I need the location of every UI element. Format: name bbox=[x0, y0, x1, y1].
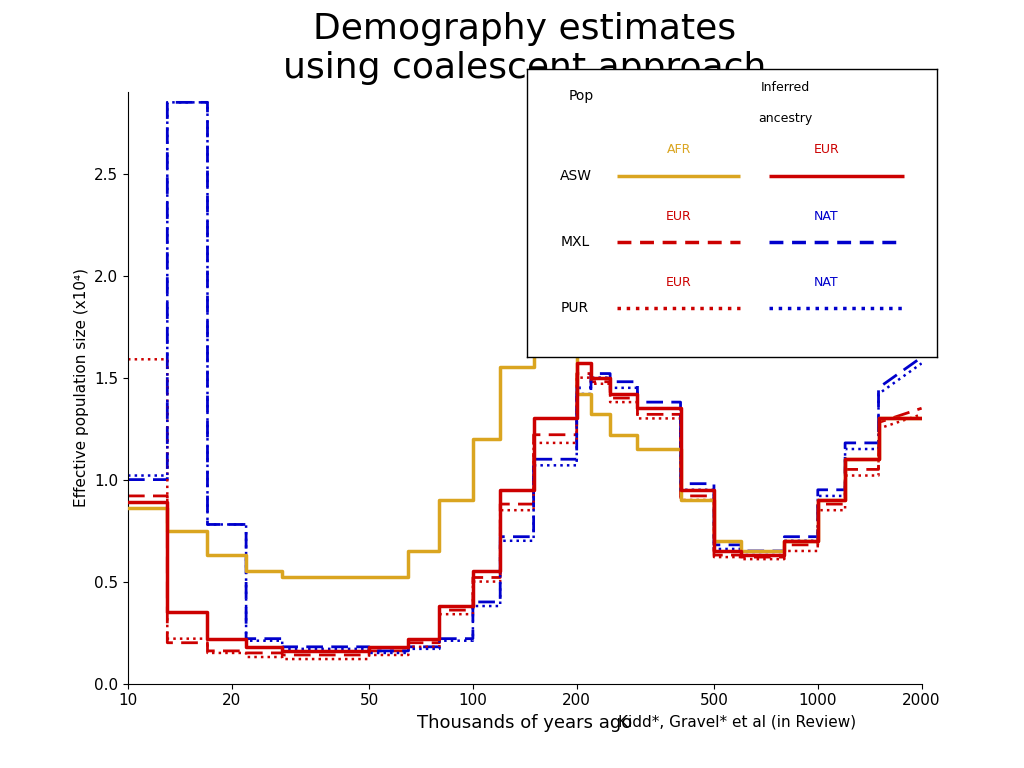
Text: PUR: PUR bbox=[560, 301, 588, 315]
Text: ancestry: ancestry bbox=[759, 112, 812, 125]
X-axis label: Thousands of years ago: Thousands of years ago bbox=[417, 713, 633, 732]
Text: Pop: Pop bbox=[568, 89, 594, 103]
Text: EUR: EUR bbox=[666, 276, 692, 289]
Y-axis label: Effective population size (x10⁴): Effective population size (x10⁴) bbox=[74, 268, 89, 508]
Text: EUR: EUR bbox=[666, 210, 692, 223]
Text: AFR: AFR bbox=[667, 144, 691, 156]
Text: Kidd*, Gravel* et al (in Review): Kidd*, Gravel* et al (in Review) bbox=[618, 714, 856, 730]
Text: ASW: ASW bbox=[560, 169, 592, 183]
Title: Demography estimates
using coalescent approach: Demography estimates using coalescent ap… bbox=[283, 12, 767, 85]
Text: NAT: NAT bbox=[814, 210, 839, 223]
Text: EUR: EUR bbox=[813, 144, 840, 156]
Text: Inferred: Inferred bbox=[761, 81, 810, 94]
Text: NAT: NAT bbox=[814, 276, 839, 289]
Text: MXL: MXL bbox=[560, 235, 590, 249]
